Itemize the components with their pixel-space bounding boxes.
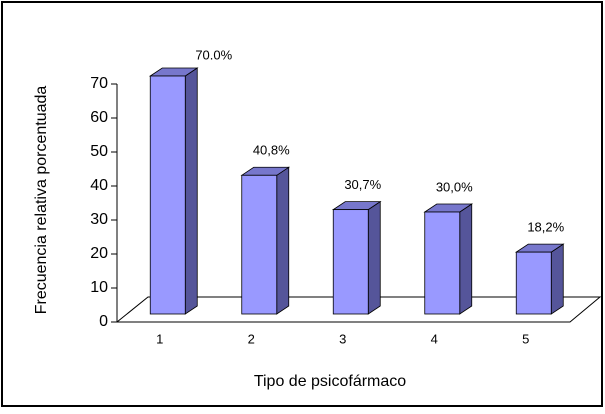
value-label: 70.0% [195,47,232,62]
bar [424,211,461,315]
value-label: 40,8% [253,143,290,158]
y-tick-label: 20 [90,245,108,262]
bar [515,251,552,315]
bar [149,75,186,315]
x-tick-label: 3 [339,331,346,346]
value-label: 30,0% [436,179,473,194]
bar-side [550,243,564,315]
value-label: 18,2% [527,220,564,235]
x-tick-label: 5 [522,331,529,346]
y-tick-label: 30 [90,211,108,228]
y-tick-label: 40 [90,177,108,194]
bar-side [459,203,473,315]
y-axis-title: Frecuencia relativa porcentuada [33,86,50,315]
bar-side [276,166,290,315]
bar-side [184,67,198,315]
x-tick-label: 4 [431,331,438,346]
bar [241,174,278,315]
y-tick-label: 0 [99,313,108,330]
bar [332,209,369,315]
y-tick-label: 60 [90,109,108,126]
value-label: 30,7% [344,177,381,192]
y-tick-label: 10 [90,279,108,296]
x-tick-label: 1 [156,331,163,346]
x-axis-title: Tipo de psicofármaco [254,373,406,390]
frame [1,1,603,407]
y-tick-label: 70 [90,75,108,92]
bar-side [367,200,381,315]
y-tick-label: 50 [90,143,108,160]
x-tick-label: 2 [248,331,255,346]
